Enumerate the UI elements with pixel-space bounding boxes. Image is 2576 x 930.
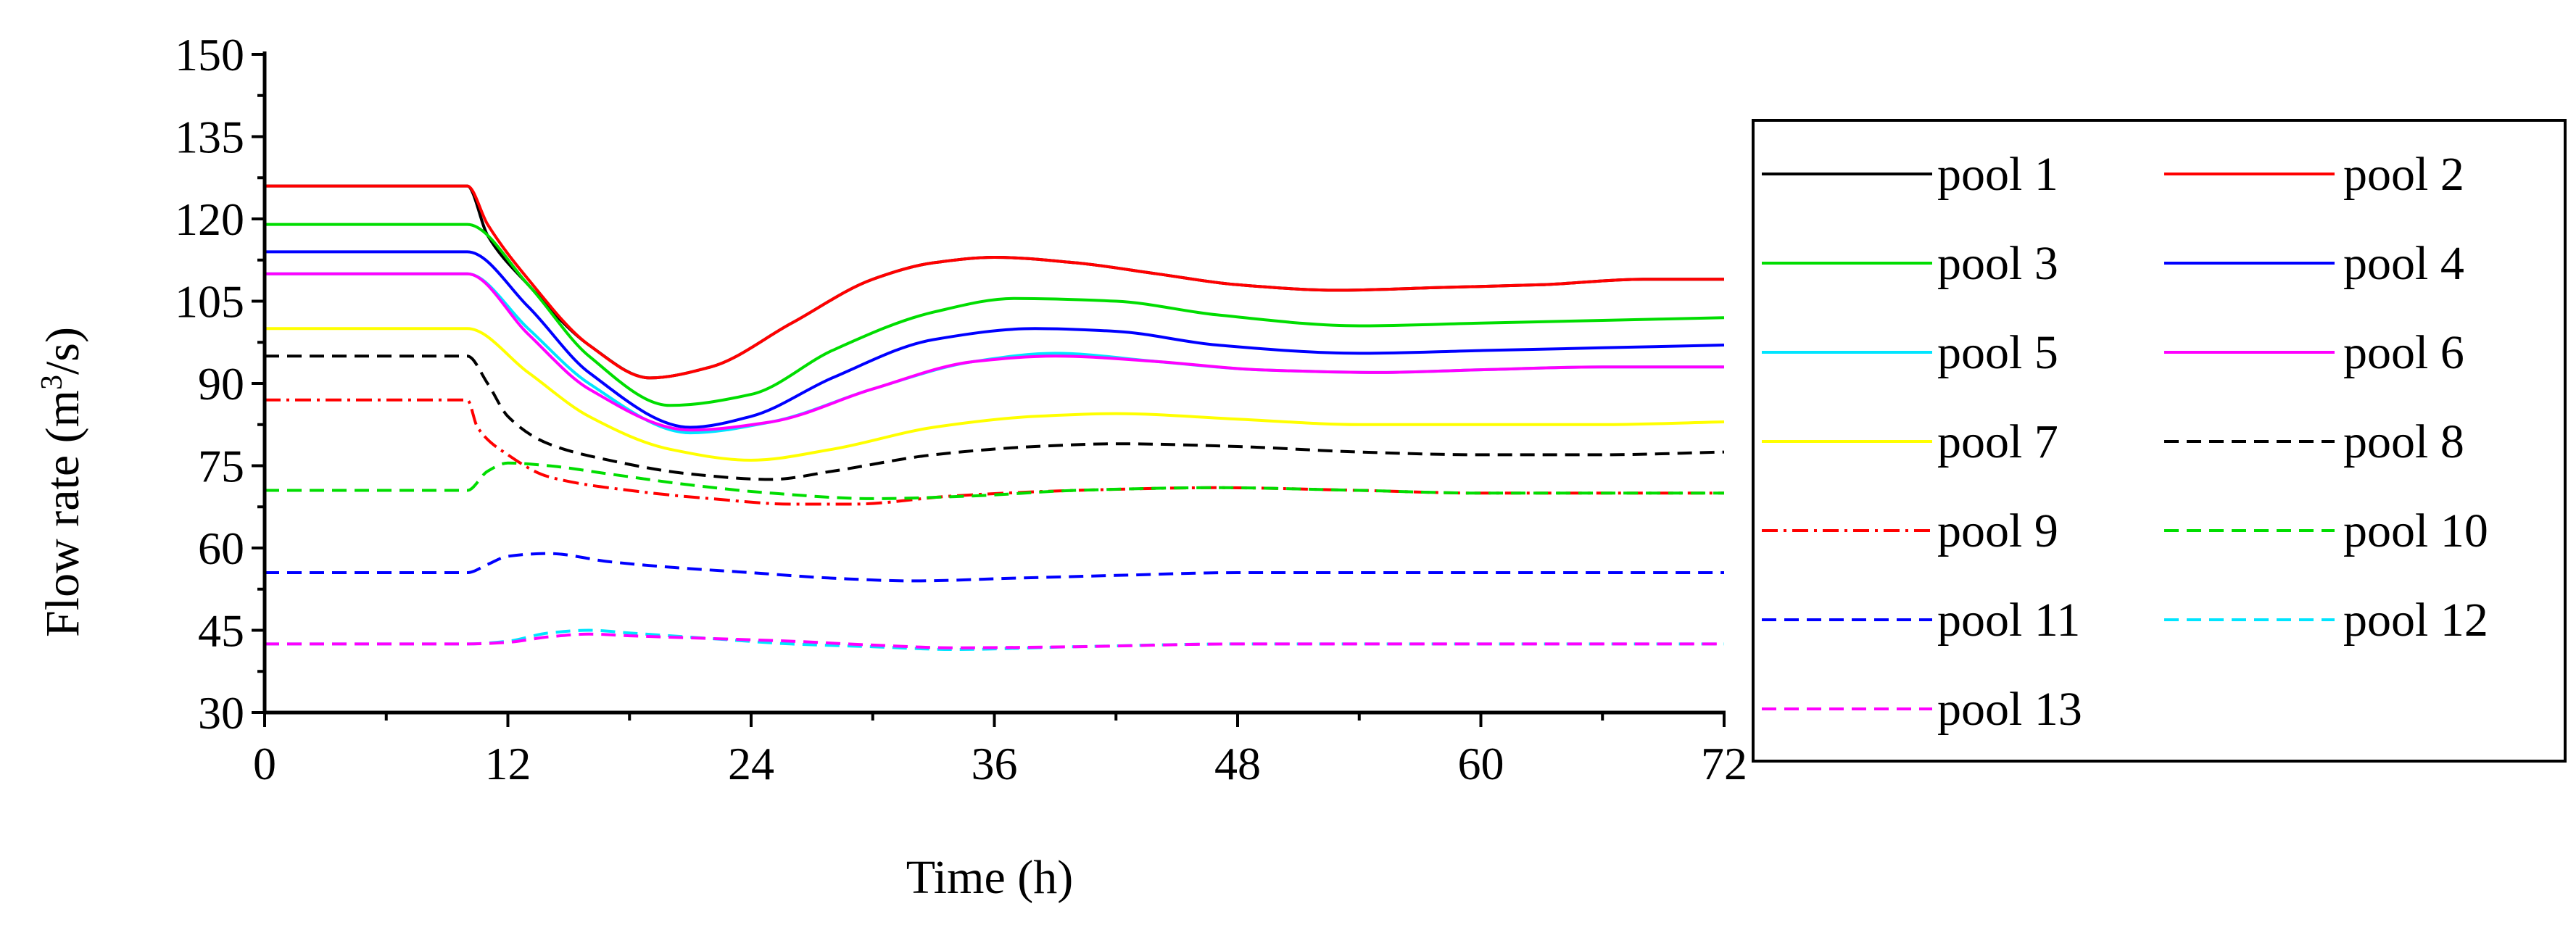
legend-entries: pool 1 pool 2 pool 3 pool 4 pool 5 pool 6 pool… xyxy=(1762,148,2488,736)
x-tick-label: 24 xyxy=(728,738,774,789)
y-tick-label: 45 xyxy=(198,605,244,657)
series-lines xyxy=(264,184,1725,652)
legend-label-pool-4: pool 4 xyxy=(2343,237,2464,290)
x-tick-label: 36 xyxy=(972,738,1018,789)
legend-label-pool-12: pool 12 xyxy=(2343,594,2488,647)
series-line-pool-3 xyxy=(264,223,1725,407)
y-tick-label: 75 xyxy=(198,441,244,492)
x-tick-label: 60 xyxy=(1458,738,1504,789)
series-line-pool-6 xyxy=(265,272,1724,432)
x-tick-label: 12 xyxy=(485,738,531,789)
legend-label-pool-5: pool 5 xyxy=(1937,326,2058,379)
series-line-pool-11 xyxy=(264,552,1724,583)
series-line-pool-12 xyxy=(265,628,1724,652)
x-tick-label: 0 xyxy=(253,738,276,789)
legend-label-pool-10: pool 10 xyxy=(2343,505,2488,557)
series-line-pool-13 xyxy=(265,632,1724,649)
y-tick-label: 135 xyxy=(175,112,244,163)
y-axis-title: Flow rate (m3/s) xyxy=(36,327,89,637)
y-tick-label: 105 xyxy=(175,276,244,328)
x-tick-label: 72 xyxy=(1701,738,1747,789)
legend-label-pool-1: pool 1 xyxy=(1937,148,2058,201)
legend-label-pool-3: pool 3 xyxy=(1937,237,2058,290)
y-tick-label: 30 xyxy=(198,687,244,739)
y-tick-label: 120 xyxy=(175,194,244,245)
legend: pool 1 pool 2 pool 3 pool 4 pool 5 pool 6 pool… xyxy=(1752,119,2567,763)
series-line-pool-4 xyxy=(265,250,1725,429)
series-line-pool-10 xyxy=(264,461,1724,500)
series-line-pool-7 xyxy=(264,327,1725,462)
series-line-pool-8 xyxy=(264,354,1725,481)
series-line-pool-9 xyxy=(265,398,1724,506)
series-line-pool-2 xyxy=(265,184,1724,380)
axes: 30 45 60 75 90 105 120 135 150 0 12 24 36 48 60 72 xyxy=(175,29,1747,789)
legend-label-pool-6: pool 6 xyxy=(2343,326,2464,379)
legend-label-pool-2: pool 2 xyxy=(2343,148,2464,201)
x-axis-title: Time (h) xyxy=(906,851,1073,904)
y-tick-label: 90 xyxy=(198,358,244,410)
legend-label-pool-11: pool 11 xyxy=(1937,594,2080,647)
x-tick-label: 48 xyxy=(1214,738,1261,789)
legend-label-pool-7: pool 7 xyxy=(1937,415,2058,468)
series-line-pool-5 xyxy=(265,272,1724,435)
legend-label-pool-13: pool 13 xyxy=(1937,683,2082,736)
y-tick-label: 60 xyxy=(198,523,244,574)
legend-label-pool-9: pool 9 xyxy=(1937,505,2058,557)
y-tick-label: 150 xyxy=(175,29,244,80)
plot-area: 30 45 60 75 90 105 120 135 150 0 12 24 36 48 60 72 xyxy=(175,29,1747,789)
legend-label-pool-8: pool 8 xyxy=(2343,415,2464,468)
